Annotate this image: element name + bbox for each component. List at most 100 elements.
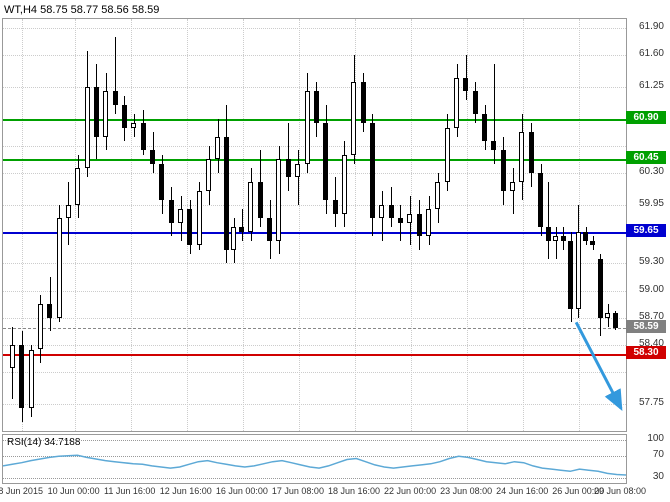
candle bbox=[379, 205, 384, 219]
candle bbox=[47, 304, 52, 318]
candle bbox=[75, 168, 80, 204]
candle bbox=[206, 159, 211, 191]
candle bbox=[389, 205, 394, 219]
rsi-axis: 30 70 100 bbox=[628, 434, 668, 482]
price-tick: 61.60 bbox=[628, 48, 664, 59]
candle bbox=[197, 191, 202, 245]
price-tick: 59.95 bbox=[628, 198, 664, 209]
price-tick: 61.90 bbox=[628, 21, 664, 32]
candle bbox=[553, 236, 558, 241]
time-tick: 16 Jun 00:00 bbox=[216, 486, 268, 496]
candle bbox=[159, 164, 164, 200]
candle bbox=[605, 313, 610, 318]
candle bbox=[473, 91, 478, 114]
candle bbox=[598, 259, 603, 318]
candle bbox=[248, 182, 253, 232]
candle bbox=[267, 218, 272, 241]
candle bbox=[314, 91, 319, 123]
main-chart[interactable] bbox=[2, 18, 627, 432]
rsi-tick: 70 bbox=[628, 449, 664, 460]
candle bbox=[215, 137, 220, 160]
chart-header: WT,H4 58.75 58.77 58.56 58.59 bbox=[4, 4, 159, 16]
time-tick: 22 Jun 00:00 bbox=[384, 486, 436, 496]
time-tick: 12 Jun 16:00 bbox=[160, 486, 212, 496]
candle bbox=[519, 132, 524, 182]
candle bbox=[122, 105, 127, 128]
rsi-line bbox=[3, 435, 626, 483]
candle bbox=[561, 236, 566, 241]
candle bbox=[141, 123, 146, 150]
time-axis: 8 Jun 201510 Jun 00:0011 Jun 16:0012 Jun… bbox=[2, 486, 625, 500]
candle bbox=[351, 82, 356, 154]
candle bbox=[113, 91, 118, 105]
candle bbox=[576, 232, 581, 309]
hline bbox=[3, 232, 626, 234]
price-tick: 59.30 bbox=[628, 256, 664, 267]
candle bbox=[178, 209, 183, 223]
candle bbox=[529, 132, 534, 173]
candle bbox=[370, 123, 375, 218]
rsi-tick: 100 bbox=[628, 433, 664, 444]
candle bbox=[333, 200, 338, 214]
ohlc-high: 58.77 bbox=[71, 4, 99, 16]
candle bbox=[463, 78, 468, 92]
candle bbox=[510, 182, 515, 191]
candle bbox=[583, 232, 588, 241]
candle bbox=[29, 350, 34, 409]
ohlc-open: 58.75 bbox=[40, 4, 68, 16]
timeframe: H4 bbox=[23, 4, 37, 16]
candle bbox=[150, 150, 155, 164]
candle bbox=[131, 123, 136, 128]
candle bbox=[66, 205, 71, 219]
ohlc-close: 58.59 bbox=[132, 4, 160, 16]
candle bbox=[38, 304, 43, 349]
current-price-label: 58.59 bbox=[626, 320, 666, 333]
symbol: WT bbox=[4, 4, 20, 16]
candle bbox=[323, 123, 328, 200]
time-tick: 17 Jun 08:00 bbox=[272, 486, 324, 496]
candle bbox=[501, 150, 506, 191]
candle bbox=[276, 159, 281, 240]
candle bbox=[546, 227, 551, 241]
price-axis: 57.7558.4058.7059.0059.3059.9560.3061.25… bbox=[628, 18, 668, 430]
price-tick: 60.30 bbox=[628, 166, 664, 177]
candle bbox=[568, 241, 573, 309]
candle bbox=[454, 78, 459, 128]
candle bbox=[398, 218, 403, 223]
time-tick: 29 Jun 08:00 bbox=[594, 486, 646, 496]
time-tick: 18 Jun 16:00 bbox=[328, 486, 380, 496]
candle bbox=[258, 182, 263, 218]
ohlc-low: 58.56 bbox=[101, 4, 129, 16]
candle bbox=[482, 114, 487, 141]
candle bbox=[590, 241, 595, 246]
candle bbox=[10, 345, 15, 368]
candle bbox=[286, 159, 291, 177]
time-tick: 24 Jun 16:00 bbox=[496, 486, 548, 496]
candle bbox=[305, 91, 310, 163]
candle bbox=[445, 128, 450, 182]
candle bbox=[85, 87, 90, 168]
time-tick: 8 Jun 2015 bbox=[0, 486, 43, 496]
candle bbox=[342, 155, 347, 214]
candle bbox=[407, 214, 412, 223]
candle bbox=[57, 218, 62, 318]
rsi-panel[interactable]: RSI(14) 34.7188 bbox=[2, 434, 627, 484]
candle bbox=[538, 173, 543, 227]
candle bbox=[491, 141, 496, 150]
hline-label: 60.45 bbox=[626, 151, 666, 164]
hline bbox=[3, 354, 626, 356]
candle bbox=[187, 209, 192, 245]
hline-label: 60.90 bbox=[626, 111, 666, 124]
time-tick: 23 Jun 08:00 bbox=[440, 486, 492, 496]
candle bbox=[417, 214, 422, 237]
candle bbox=[224, 137, 229, 250]
candle bbox=[295, 164, 300, 178]
rsi-tick: 30 bbox=[628, 471, 664, 482]
candle bbox=[435, 182, 440, 209]
candle bbox=[19, 345, 24, 408]
candle bbox=[239, 227, 244, 232]
candle bbox=[231, 227, 236, 250]
price-tick: 57.75 bbox=[628, 397, 664, 408]
candle bbox=[103, 91, 108, 136]
price-tick: 59.00 bbox=[628, 284, 664, 295]
